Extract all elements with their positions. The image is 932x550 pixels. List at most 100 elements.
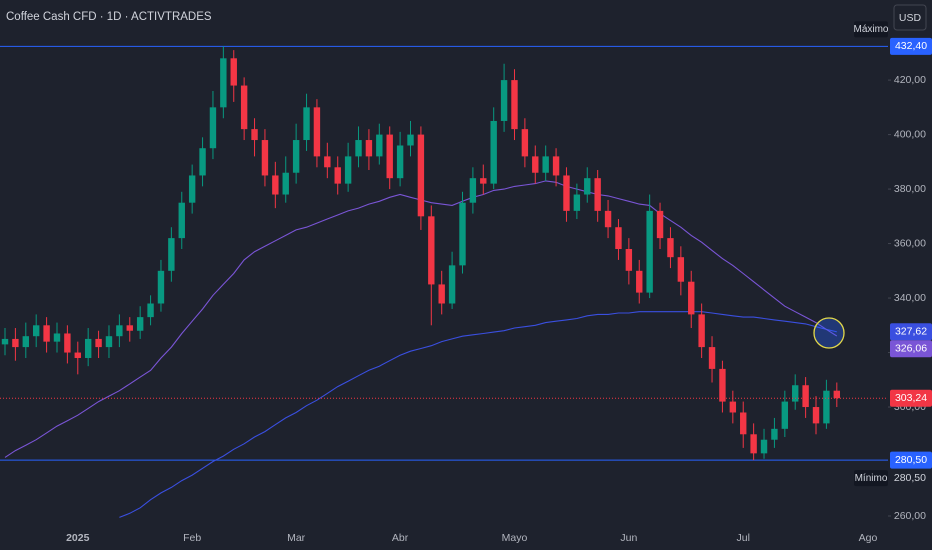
candle-body (84, 338, 92, 358)
candle-body (428, 216, 435, 285)
candle-body (355, 140, 362, 157)
x-tick-label: Mayo (502, 532, 528, 544)
extreme-value-label: 280,50 (895, 454, 927, 466)
candle-body (116, 325, 123, 337)
candle-body (500, 80, 508, 121)
candle-body (313, 107, 321, 157)
candle-body (708, 347, 716, 369)
candle-body (376, 134, 383, 157)
candle-body (64, 333, 71, 353)
candle-body (573, 194, 581, 211)
y-tick-label: 400,00 (894, 128, 926, 140)
y-tick-label: 360,00 (894, 237, 926, 249)
candle-body (334, 167, 341, 184)
candle-body (157, 270, 165, 304)
candle-body (688, 281, 695, 315)
candle-body (396, 145, 404, 179)
candle-body (469, 178, 477, 203)
candle-body (282, 172, 289, 195)
candle-body (32, 325, 40, 337)
ma-value-label: 327,62 (895, 326, 927, 338)
x-tick-label: Jul (737, 532, 750, 544)
candle-body (220, 58, 227, 108)
candle-body (168, 238, 175, 271)
candle-body (521, 129, 529, 157)
candle-body (667, 238, 674, 258)
x-tick-label: Jun (620, 532, 637, 544)
candle-body (12, 338, 19, 348)
candle-body (417, 134, 425, 217)
candle-body (677, 257, 685, 282)
candle-body (126, 325, 133, 331)
candle-body (480, 178, 487, 184)
extreme-value-label-box (890, 37, 932, 55)
y-tick-label: 340,00 (894, 292, 926, 304)
currency[interactable]: USD (899, 12, 922, 24)
x-tick-label: Ago (859, 532, 878, 544)
candle-body (584, 178, 591, 195)
candle-body (43, 325, 50, 342)
candle-body (563, 175, 570, 211)
currency-button[interactable] (893, 4, 927, 31)
candle-body (594, 178, 601, 211)
ma-value-label-box (890, 340, 932, 358)
extreme-value-text: 280,50 (894, 472, 926, 484)
annotation-circle (813, 317, 845, 349)
last-price-label-box (890, 389, 932, 407)
candle-body (636, 270, 643, 293)
candle-body (781, 401, 789, 429)
x-tick-label: Mar (287, 532, 306, 544)
extreme-title: Máximo (853, 24, 888, 35)
x-tick-label: 2025 (66, 532, 90, 544)
candle-body (105, 336, 113, 348)
extreme-title: Mínimo (855, 473, 888, 484)
candle-body (823, 390, 830, 424)
candle-body (698, 314, 705, 348)
extreme-title-box (854, 21, 888, 38)
candle-body (833, 390, 841, 399)
y-tick-label: 260,00 (894, 510, 926, 522)
chart-title: Coffee Cash CFD · 1D · ACTIVTRADES (6, 11, 212, 23)
candle-body (136, 317, 144, 331)
candle-body (199, 148, 206, 176)
candle-body (344, 156, 352, 184)
y-tick-label: 420,00 (894, 74, 926, 86)
moving-average (119, 311, 837, 518)
plot-area (0, 45, 888, 518)
candle-body (719, 368, 726, 402)
x-tick-label: Feb (183, 532, 201, 544)
candle-body (760, 439, 768, 454)
candle-body (729, 401, 737, 413)
candle-body (552, 156, 560, 176)
candle-body (511, 80, 518, 130)
candle-body (292, 140, 300, 173)
candle-body (459, 202, 466, 266)
candle-body (147, 303, 154, 318)
extreme-value-label: 432,40 (895, 40, 927, 52)
candle-body (615, 227, 622, 250)
candle-body (792, 385, 799, 402)
candle-body (178, 202, 185, 239)
ma-value-label-box (890, 323, 932, 341)
candle-body (802, 385, 809, 408)
candle-body (53, 333, 61, 342)
candle-body (438, 284, 445, 304)
candle-body (448, 265, 456, 304)
candle-body (303, 107, 310, 141)
candle-body (750, 434, 757, 454)
candle-body (240, 85, 248, 130)
candle-body (324, 156, 331, 168)
x-tick-label: Abr (392, 532, 409, 544)
candle-body (272, 175, 279, 195)
candle-body (209, 107, 217, 149)
candle-body (532, 156, 539, 173)
extreme-value-label-box (890, 451, 932, 469)
candle-body (490, 120, 497, 184)
candle-body (74, 352, 81, 358)
candle-body (261, 140, 269, 176)
candle-body (365, 140, 373, 157)
candle-body (625, 249, 633, 271)
